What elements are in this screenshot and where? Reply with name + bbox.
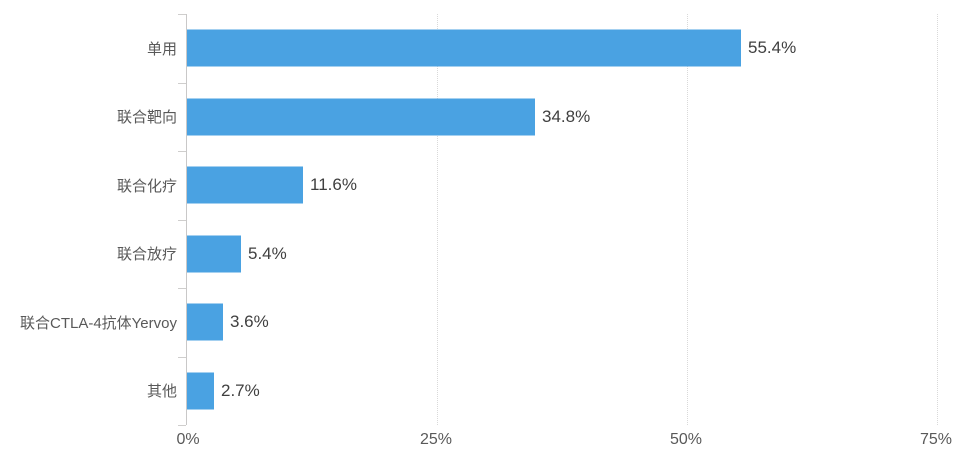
bar-row: 联合化疗 11.6%	[117, 151, 949, 220]
x-tick-label: 25%	[419, 431, 453, 448]
value-label: 2.7%	[221, 380, 260, 400]
value-label: 55.4%	[748, 38, 797, 58]
bar	[187, 98, 535, 136]
x-tick-label: 75%	[919, 431, 953, 448]
x-tick-label: 0%	[176, 431, 200, 448]
category-label: 联合化疗	[116, 177, 177, 195]
value-label: 34.8%	[542, 106, 591, 126]
bar	[187, 29, 741, 67]
x-tick-label: 50%	[669, 431, 703, 448]
bar	[187, 235, 241, 273]
category-label: 单用	[146, 40, 177, 58]
gridline-75%	[937, 14, 938, 425]
category-label: 联合靶向	[116, 109, 177, 127]
bar-row: 联合放疗 5.4%	[117, 220, 949, 289]
bar	[187, 303, 223, 341]
y-axis-tick	[178, 357, 186, 358]
bar	[187, 372, 214, 410]
y-axis-tick	[178, 83, 186, 84]
y-axis-tick	[178, 288, 186, 289]
category-label: 联合放疗	[116, 246, 177, 264]
bar-row: 单用 55.4%	[147, 14, 949, 83]
category-label: 联合CTLA-4抗体Yervoy	[20, 314, 177, 332]
y-axis-tick	[178, 151, 186, 152]
y-axis-tick	[178, 220, 186, 221]
bar-row: 联合靶向 34.8%	[117, 83, 949, 152]
value-label: 3.6%	[230, 312, 269, 332]
bar	[187, 166, 303, 204]
value-label: 5.4%	[248, 243, 287, 263]
value-label: 11.6%	[310, 175, 357, 195]
y-axis-tick	[178, 425, 186, 426]
y-axis-tick	[178, 14, 186, 15]
bar-row: 联合CTLA-4抗体Yervoy 3.6%	[20, 288, 949, 357]
gridline-25%	[437, 14, 438, 425]
plot-area: 单用 55.4% 联合靶向 34.8% 联合化疗 11.6% 联合放疗 5.4% 联合CTLA-…	[20, 14, 949, 426]
bar-row: 其他 2.7%	[147, 357, 949, 426]
gridline-50%	[687, 14, 688, 425]
category-label: 其他	[146, 383, 177, 401]
